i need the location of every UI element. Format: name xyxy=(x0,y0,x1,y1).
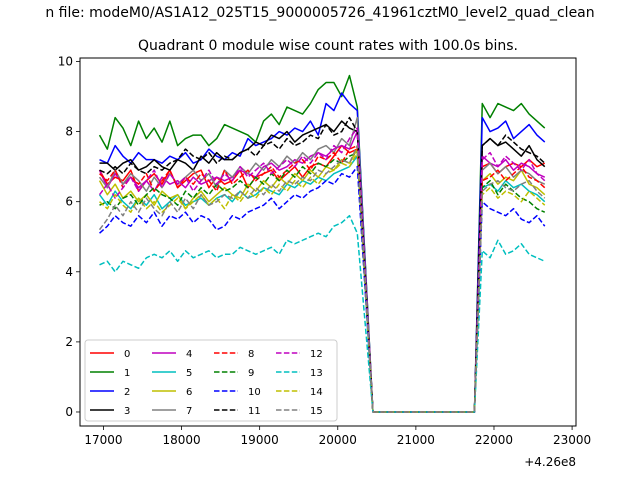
plot-frame xyxy=(79,57,577,427)
y-tick-label: 4 xyxy=(65,265,73,279)
legend-label: 2 xyxy=(124,387,130,398)
x-tick-label: 21000 xyxy=(397,433,435,447)
series-line-6 xyxy=(98,148,546,413)
legend-label: 6 xyxy=(186,387,192,398)
series-line-13 xyxy=(99,214,546,413)
figure-suptitle: n file: modeM0/AS1A12_025T15_9000005726_… xyxy=(45,5,594,21)
legend-label: 15 xyxy=(310,406,323,417)
legend-label: 8 xyxy=(248,349,254,360)
series-line-8 xyxy=(99,144,546,413)
legend-box xyxy=(84,339,338,422)
series-line-2 xyxy=(99,92,546,413)
x-tick-label: 22000 xyxy=(475,433,513,447)
legend-label: 10 xyxy=(248,387,261,398)
y-tick-label: 0 xyxy=(65,405,73,419)
legend-label: 12 xyxy=(310,349,323,360)
legend-label: 0 xyxy=(124,349,130,360)
series-line-11 xyxy=(99,116,546,413)
x-tick-label: 17000 xyxy=(84,433,122,447)
legend-label: 9 xyxy=(248,368,254,379)
y-tick-label: 6 xyxy=(65,195,73,209)
series-line-15 xyxy=(98,144,546,413)
x-tick-label: 23000 xyxy=(553,433,591,447)
x-tick-label: 18000 xyxy=(162,433,200,447)
y-tick-label: 2 xyxy=(65,335,73,349)
x-axis: 17000 18000 19000 20000 21000 22000 23000 xyxy=(84,426,591,447)
legend-label: 11 xyxy=(248,406,261,417)
series-line-7 xyxy=(98,116,546,413)
x-axis-offset-label: +4.26e8 xyxy=(524,455,576,469)
legend-label: 3 xyxy=(124,406,130,417)
series-line-1 xyxy=(98,74,546,413)
legend-label: 1 xyxy=(124,368,130,379)
x-tick-label: 19000 xyxy=(241,433,279,447)
chart-title: Quadrant 0 module wise count rates with … xyxy=(138,38,518,54)
series-line-10 xyxy=(99,165,546,413)
legend-label: 14 xyxy=(310,387,323,398)
series-layer xyxy=(98,74,546,413)
legend-label: 7 xyxy=(186,406,192,417)
series-line-12 xyxy=(98,127,546,413)
x-tick-label: 20000 xyxy=(319,433,357,447)
y-axis: 0 2 4 6 8 10 xyxy=(58,55,80,419)
series-line-14 xyxy=(99,151,546,413)
y-tick-label: 10 xyxy=(58,55,73,69)
legend-label: 4 xyxy=(186,349,192,360)
y-tick-label: 8 xyxy=(65,125,73,139)
legend-label: 13 xyxy=(310,368,323,379)
legend-label: 5 xyxy=(186,368,192,379)
